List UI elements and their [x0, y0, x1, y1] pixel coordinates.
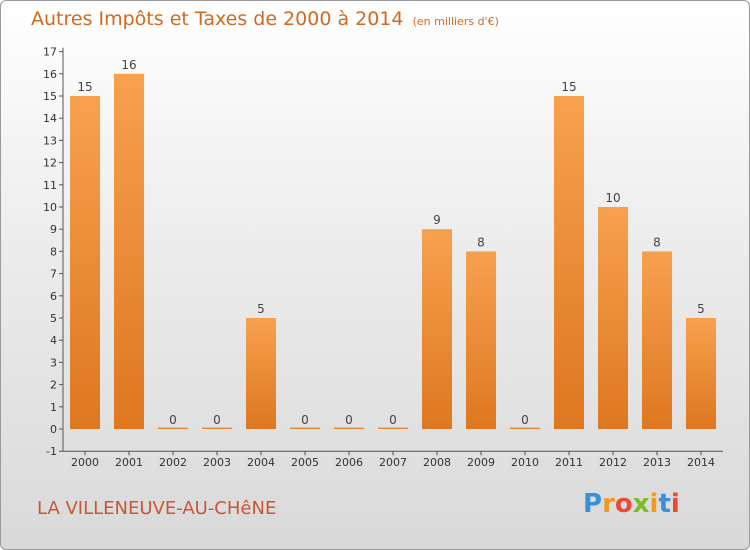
- logo-letter: i: [670, 489, 680, 519]
- y-tick-label: 8: [50, 245, 57, 258]
- data-label: 9: [433, 213, 441, 227]
- x-tick-label: 2010: [511, 456, 539, 469]
- y-tick-label: 11: [43, 179, 57, 192]
- y-tick-label: 9: [50, 223, 57, 236]
- x-tick-label: 2000: [71, 456, 99, 469]
- y-tick-label: 0: [50, 423, 57, 436]
- data-label: 8: [653, 235, 661, 249]
- x-tick-label: 2009: [467, 456, 495, 469]
- logo-letter: i: [649, 489, 659, 519]
- bar: [290, 427, 320, 429]
- x-tick-label: 2004: [247, 456, 275, 469]
- data-label: 15: [77, 80, 92, 94]
- bar: [510, 427, 540, 429]
- data-label: 16: [121, 58, 136, 72]
- chart-unit-label: (en milliers d'€): [412, 15, 499, 28]
- proxiti-logo[interactable]: Proxiti: [583, 489, 680, 519]
- bar: [554, 96, 584, 429]
- y-tick-label: 4: [50, 334, 57, 347]
- x-tick-label: 2014: [687, 456, 715, 469]
- y-tick-label: 16: [43, 68, 57, 81]
- bar: [422, 229, 452, 429]
- y-tick-label: 5: [50, 312, 57, 325]
- bar: [378, 427, 408, 429]
- bar: [598, 207, 628, 429]
- y-tick-label: 14: [43, 112, 57, 125]
- x-tick-label: 2008: [423, 456, 451, 469]
- x-tick-label: 2002: [159, 456, 187, 469]
- bar: [334, 427, 364, 429]
- data-label: 5: [697, 302, 705, 316]
- logo-letter: x: [632, 489, 650, 519]
- y-tick-label: 1: [50, 401, 57, 414]
- chart-title-block: Autres Impôts et Taxes de 2000 à 2014 (e…: [31, 8, 499, 30]
- logo-letter: o: [614, 489, 633, 519]
- x-tick-label: 2011: [555, 456, 583, 469]
- bar: [246, 318, 276, 429]
- data-label: 0: [389, 413, 397, 427]
- x-tick-label: 2012: [599, 456, 627, 469]
- logo-letter: P: [583, 489, 603, 519]
- x-tick-label: 2006: [335, 456, 363, 469]
- x-tick-label: 2005: [291, 456, 319, 469]
- bar: [686, 318, 716, 429]
- bar: [114, 73, 144, 430]
- y-tick-label: 3: [50, 356, 57, 369]
- data-label: 0: [301, 413, 309, 427]
- bar: [466, 251, 496, 429]
- y-tick-label: -1: [46, 445, 57, 458]
- data-label: 0: [521, 413, 529, 427]
- x-tick-label: 2001: [115, 456, 143, 469]
- data-label: 0: [169, 413, 177, 427]
- bar: [158, 427, 188, 429]
- chart-bars: 15 16 0 0 5 0 0 0 9 8 0 15 10 8 5: [70, 58, 716, 430]
- x-tick-label: 2007: [379, 456, 407, 469]
- logo-letter: r: [602, 489, 615, 519]
- x-tick-label: 2003: [203, 456, 231, 469]
- commune-name: LA VILLENEUVE-AU-CHêNE: [37, 498, 277, 519]
- y-tick-label: 6: [50, 290, 57, 303]
- bar: [642, 251, 672, 429]
- y-tick-label: 2: [50, 379, 57, 392]
- y-tick-label: 7: [50, 268, 57, 281]
- y-tick-label: 12: [43, 157, 57, 170]
- y-tick-label: 15: [43, 90, 57, 103]
- data-label: 15: [561, 80, 576, 94]
- bar: [202, 427, 232, 429]
- y-tick-label: 13: [43, 134, 57, 147]
- data-label: 0: [213, 413, 221, 427]
- y-tick-label: 10: [43, 201, 57, 214]
- x-tick-label: 2013: [643, 456, 671, 469]
- logo-letter: t: [658, 489, 671, 519]
- bar: [70, 96, 100, 429]
- y-tick-label: 17: [43, 46, 57, 59]
- data-label: 10: [605, 191, 620, 205]
- data-label: 0: [345, 413, 353, 427]
- data-label: 5: [257, 302, 265, 316]
- chart-title: Autres Impôts et Taxes de 2000 à 2014: [31, 8, 404, 30]
- data-label: 8: [477, 235, 485, 249]
